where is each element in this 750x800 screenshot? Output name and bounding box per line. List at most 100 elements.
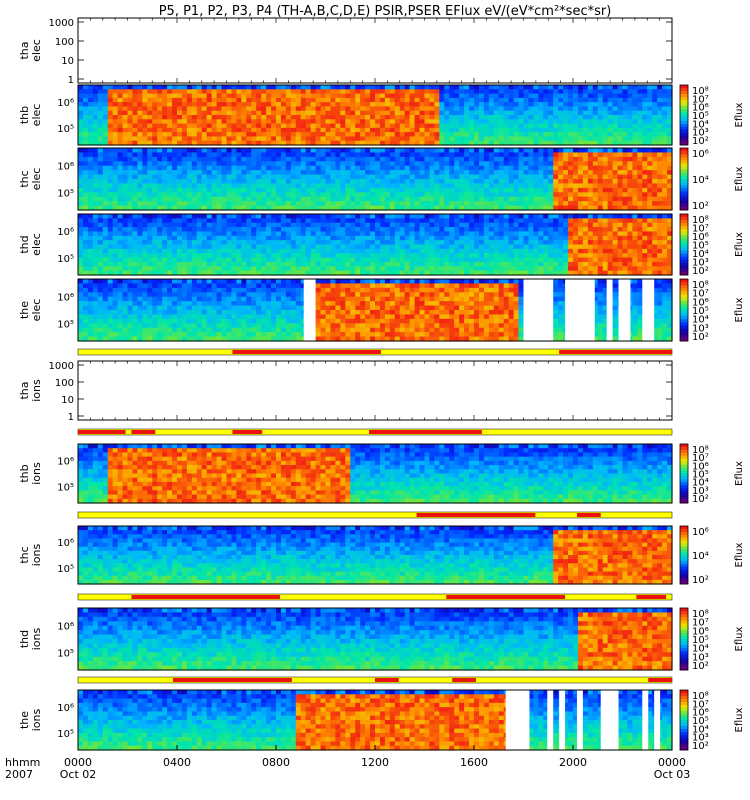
cell: [528, 192, 534, 198]
cell: [117, 152, 124, 158]
cell: [474, 257, 480, 263]
cell: [449, 183, 455, 189]
cell: [216, 161, 223, 167]
cell: [201, 257, 208, 263]
cell: [276, 110, 282, 116]
cell: [384, 227, 391, 233]
cell: [78, 183, 84, 189]
cell: [582, 127, 589, 133]
cell: [280, 119, 287, 125]
cell: [464, 187, 470, 193]
cell: [221, 127, 228, 133]
cell: [87, 174, 94, 180]
cell: [429, 240, 435, 246]
cell: [97, 231, 104, 237]
cell: [92, 110, 99, 116]
cell: [206, 227, 213, 233]
cell: [399, 174, 406, 180]
cell: [548, 253, 554, 259]
cell: [177, 152, 183, 158]
cell: [181, 248, 188, 254]
cell: [112, 127, 119, 133]
cell: [375, 179, 381, 185]
cell: [330, 196, 336, 202]
cell: [513, 148, 520, 154]
cell: [290, 156, 297, 162]
cell: [251, 179, 257, 185]
cell: [518, 127, 525, 133]
cell: [350, 248, 356, 254]
cell: [637, 196, 643, 202]
cell: [449, 244, 455, 250]
cell: [379, 257, 386, 263]
cell: [107, 270, 114, 276]
cell: [206, 115, 213, 120]
cell: [657, 140, 663, 146]
cell: [97, 248, 104, 254]
cell: [236, 257, 242, 263]
cell: [384, 140, 391, 146]
cell: [632, 127, 638, 133]
cell: [548, 231, 554, 237]
cell: [231, 187, 237, 193]
cell: [181, 106, 188, 112]
cell: [315, 222, 322, 228]
cell: [251, 93, 257, 99]
cell: [92, 115, 99, 120]
cell: [127, 93, 134, 99]
cell: [528, 123, 534, 129]
cell: [414, 201, 421, 207]
cell: [592, 140, 599, 146]
cell: [280, 148, 287, 154]
cell: [657, 136, 663, 142]
cell: [483, 127, 490, 133]
cell: [102, 119, 109, 125]
cell: [553, 196, 559, 202]
cell: [112, 152, 119, 158]
cell: [112, 205, 119, 211]
cell: [582, 235, 589, 241]
cell: [632, 148, 638, 154]
cell: [310, 183, 317, 189]
cell: [409, 123, 416, 129]
cell: [424, 132, 431, 138]
cell: [280, 235, 287, 241]
cell: [87, 231, 94, 237]
cell: [399, 102, 406, 108]
cell: [434, 218, 440, 224]
cell: [152, 97, 158, 103]
cell: [404, 148, 411, 154]
cell: [662, 89, 668, 95]
cell: [607, 89, 614, 95]
cell: [87, 110, 94, 116]
cell: [137, 93, 143, 99]
colorbar-segment: [680, 106, 688, 110]
cell: [379, 161, 386, 167]
cell: [503, 106, 510, 112]
cell: [474, 156, 480, 162]
cell: [325, 115, 332, 120]
cell: [454, 183, 460, 189]
cell: [429, 140, 435, 146]
cell: [82, 165, 89, 171]
cell: [142, 205, 148, 211]
cell: [577, 102, 584, 108]
cell: [117, 140, 124, 146]
cell: [543, 244, 549, 250]
cell: [543, 170, 549, 176]
cell: [493, 97, 500, 103]
cell: [449, 110, 455, 116]
cell: [365, 174, 371, 180]
cell: [483, 102, 490, 108]
cell: [107, 192, 114, 198]
cell: [394, 227, 401, 233]
cell: [592, 106, 599, 112]
cell: [577, 231, 584, 237]
cell: [226, 235, 233, 241]
cell: [191, 110, 198, 116]
cell: [459, 89, 465, 95]
cell: [365, 179, 371, 185]
cell: [92, 174, 99, 180]
cell: [107, 127, 114, 133]
cell: [246, 205, 252, 211]
